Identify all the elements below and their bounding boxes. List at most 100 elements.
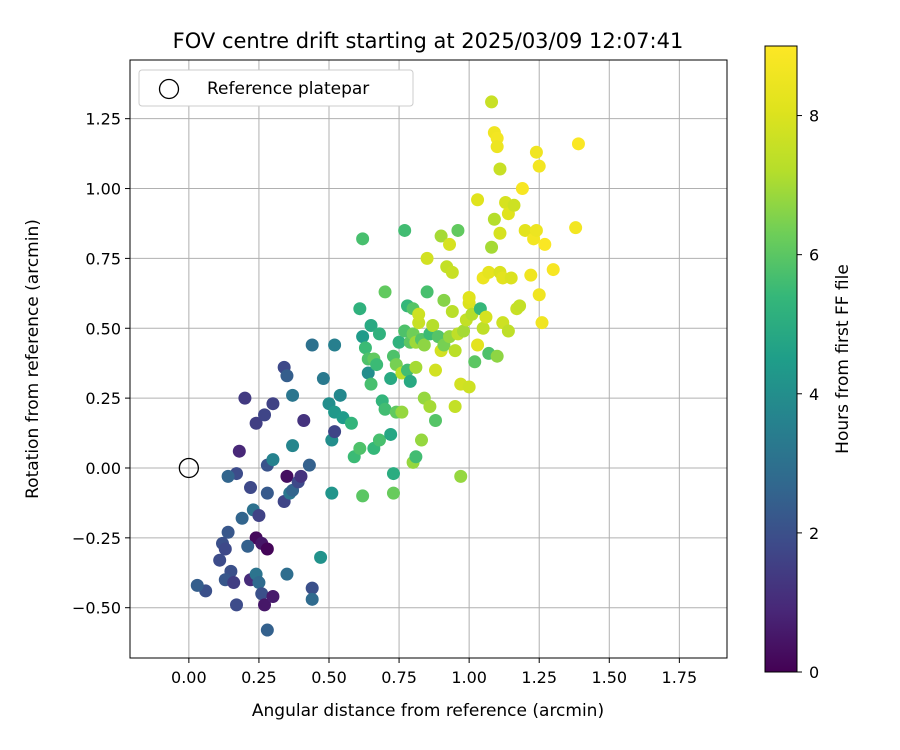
data-point bbox=[487, 212, 501, 226]
data-point bbox=[490, 349, 504, 363]
data-point bbox=[305, 581, 319, 595]
colorbar-gradient bbox=[764, 45, 798, 673]
data-point bbox=[571, 137, 585, 151]
data-point bbox=[454, 469, 468, 483]
data-point bbox=[529, 223, 543, 237]
data-point bbox=[314, 550, 328, 564]
data-point bbox=[280, 369, 294, 383]
y-tick-label: 0.75 bbox=[85, 249, 121, 268]
y-tick-label: 0.00 bbox=[85, 459, 121, 478]
colorbar: 0 2 4 6 8 Hours from first FF file bbox=[764, 45, 853, 682]
data-point bbox=[286, 439, 300, 453]
data-point bbox=[403, 374, 417, 388]
data-point bbox=[445, 265, 459, 279]
data-point bbox=[356, 489, 370, 503]
data-point bbox=[252, 508, 266, 522]
data-point bbox=[384, 372, 398, 386]
legend-label: Reference platepar bbox=[207, 79, 369, 99]
x-tick-label: 1.50 bbox=[591, 668, 627, 687]
data-point bbox=[434, 229, 448, 243]
data-point bbox=[429, 413, 443, 427]
data-point bbox=[420, 251, 434, 265]
data-point bbox=[213, 553, 227, 567]
data-point bbox=[260, 542, 274, 556]
legend: Reference platepar bbox=[138, 69, 414, 107]
data-point bbox=[423, 400, 437, 414]
data-point bbox=[468, 355, 482, 369]
data-point bbox=[266, 590, 280, 604]
data-point bbox=[302, 458, 316, 472]
data-point bbox=[305, 592, 319, 606]
data-point bbox=[378, 285, 392, 299]
data-point bbox=[297, 413, 311, 427]
data-point bbox=[358, 341, 372, 355]
data-point bbox=[286, 388, 300, 402]
data-point bbox=[235, 511, 249, 525]
data-point bbox=[353, 441, 367, 455]
data-point bbox=[451, 223, 465, 237]
chart-title: FOV centre drift starting at 2025/03/09 … bbox=[173, 29, 684, 53]
y-tick-label: −0.25 bbox=[72, 529, 121, 548]
data-point bbox=[356, 330, 370, 344]
y-axis-label: Rotation from reference (arcmin) bbox=[23, 219, 43, 499]
data-point bbox=[501, 324, 515, 338]
data-point bbox=[457, 324, 471, 338]
data-point bbox=[482, 265, 496, 279]
data-point bbox=[364, 377, 378, 391]
reference-marker bbox=[178, 457, 200, 479]
plot-area bbox=[130, 60, 727, 658]
data-point bbox=[258, 598, 272, 612]
data-point bbox=[372, 327, 386, 341]
plot-frame bbox=[129, 59, 728, 659]
data-point bbox=[232, 444, 246, 458]
data-point bbox=[507, 198, 521, 212]
data-point bbox=[361, 366, 375, 380]
data-point bbox=[398, 223, 412, 237]
x-tick-label: 0.50 bbox=[311, 668, 347, 687]
data-point bbox=[218, 542, 232, 556]
data-point bbox=[370, 358, 384, 372]
x-tick-label: 1.00 bbox=[451, 668, 487, 687]
data-point bbox=[417, 338, 431, 352]
x-axis-label: Angular distance from reference (arcmin) bbox=[252, 701, 604, 721]
data-point bbox=[280, 567, 294, 581]
y-tick-label: −0.50 bbox=[72, 599, 121, 618]
data-point bbox=[524, 268, 538, 282]
data-point bbox=[356, 232, 370, 246]
data-point bbox=[420, 285, 434, 299]
data-point bbox=[532, 288, 546, 302]
data-point bbox=[241, 539, 255, 553]
data-point bbox=[409, 450, 423, 464]
data-point bbox=[384, 427, 398, 441]
data-point bbox=[529, 145, 543, 159]
y-tick-label: 1.25 bbox=[85, 110, 121, 129]
data-point bbox=[471, 193, 485, 207]
data-point bbox=[538, 237, 552, 251]
data-point bbox=[426, 318, 440, 332]
data-point bbox=[266, 453, 280, 467]
colorbar-ticks: 0 2 4 6 8 bbox=[797, 107, 819, 682]
data-point bbox=[493, 162, 507, 176]
data-point bbox=[513, 299, 527, 313]
data-point bbox=[476, 321, 490, 335]
data-point bbox=[462, 291, 476, 305]
colorbar-tick-label: 4 bbox=[809, 385, 819, 404]
data-point bbox=[344, 416, 358, 430]
data-point bbox=[227, 576, 241, 590]
data-point bbox=[535, 316, 549, 330]
data-point bbox=[518, 223, 532, 237]
data-point bbox=[328, 338, 342, 352]
data-point bbox=[386, 486, 400, 500]
data-point bbox=[249, 416, 263, 430]
data-point bbox=[294, 469, 308, 483]
x-tick-label: 0.25 bbox=[241, 668, 277, 687]
reference-point bbox=[178, 457, 200, 479]
colorbar-tick-label: 8 bbox=[809, 107, 819, 126]
data-point bbox=[255, 587, 269, 601]
x-tick-label: 0.75 bbox=[381, 668, 417, 687]
data-point bbox=[353, 302, 367, 316]
data-point bbox=[328, 425, 342, 439]
y-axis: −0.50 −0.25 0.00 0.25 0.50 0.75 1.00 1.25 bbox=[72, 110, 130, 618]
data-point bbox=[515, 182, 529, 196]
